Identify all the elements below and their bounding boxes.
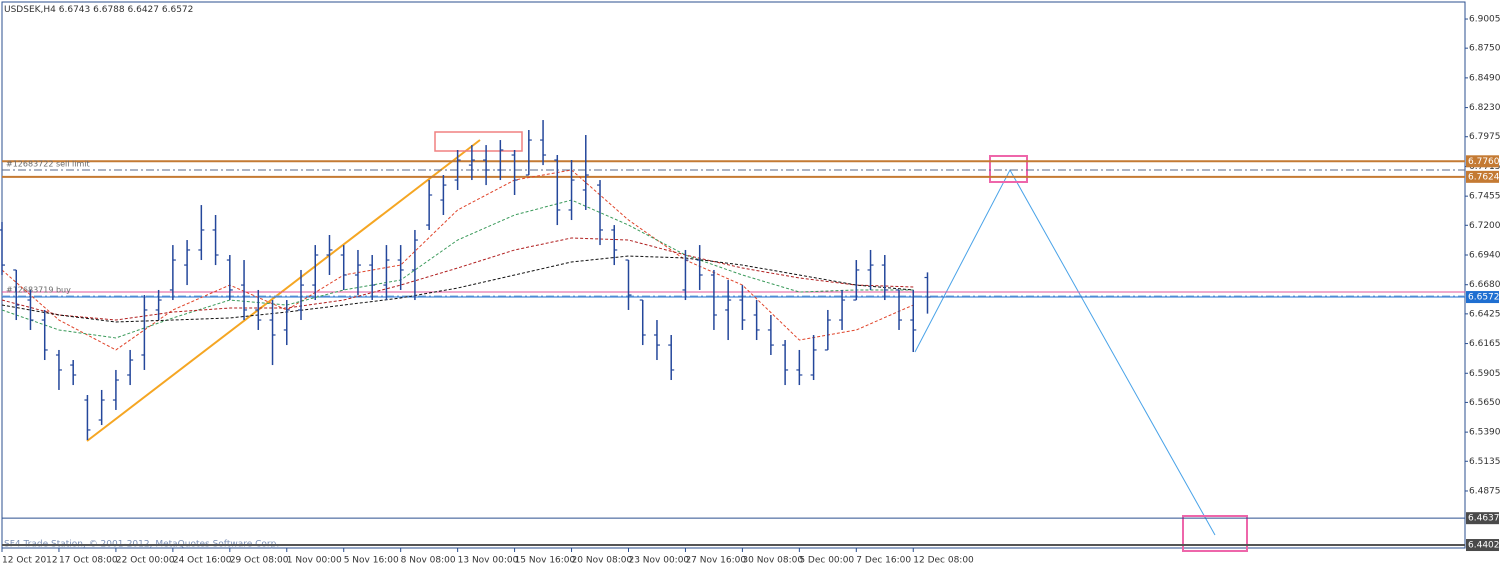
x-tick-label: 22 Oct 00:00 [116, 556, 175, 566]
x-tick-label: 12 Oct 2012 [2, 556, 58, 566]
trend-line [86, 139, 481, 442]
x-tick-label: 5 Nov 16:00 [344, 556, 399, 566]
y-tick-label: 6.8230 [1469, 103, 1500, 113]
price-tag [1466, 291, 1499, 304]
close-price: 6.6572 [162, 5, 194, 15]
x-tick-label: 17 Oct 08:00 [59, 556, 118, 566]
target-box [989, 155, 1028, 183]
y-tick-label: 6.6940 [1469, 251, 1500, 261]
plot-frame [1, 1, 1466, 549]
order-label: #12683719 buy [6, 286, 71, 295]
y-tick-label: 6.8490 [1469, 73, 1500, 83]
y-tick-label: 6.4875 [1469, 486, 1500, 496]
x-tick-label: 1 Nov 00:00 [287, 556, 342, 566]
y-tick-label: 6.6680 [1469, 280, 1500, 290]
moving-average [1, 255, 914, 323]
x-tick-label: 27 Nov 16:00 [685, 556, 746, 566]
price-tag-label: 6.7624 [1468, 172, 1500, 182]
price-tag-label: 6.7760 [1468, 157, 1500, 167]
price-tag-label: 6.6572 [1468, 293, 1500, 303]
chart-header: USDSEK,H4 6.6743 6.6788 6.6427 6.6572 [4, 5, 193, 15]
price-tag [1466, 512, 1499, 525]
high-price: 6.6788 [93, 5, 125, 15]
y-tick-label: 6.7200 [1469, 221, 1500, 231]
x-tick-label: 7 Dec 16:00 [856, 556, 911, 566]
y-tick-label: 6.5390 [1469, 428, 1500, 438]
y-tick-label: 6.6165 [1469, 339, 1500, 349]
x-tick-label: 5 Dec 00:00 [799, 556, 854, 566]
y-tick-label: 6.9005 [1469, 15, 1500, 25]
price-tag-label: 6.4402 [1468, 541, 1500, 551]
low-price: 6.6427 [128, 5, 160, 15]
y-tick-label: 6.5650 [1469, 398, 1500, 408]
price-tag [1466, 155, 1499, 168]
y-tick-label: 6.6425 [1469, 309, 1500, 319]
x-tick-label: 13 Nov 00:00 [458, 556, 519, 566]
open-price: 6.6743 [59, 5, 91, 15]
symbol: USDSEK,H4 [4, 5, 56, 15]
moving-average [1, 169, 914, 351]
highlight-box [434, 131, 523, 152]
x-tick-label: 20 Nov 08:00 [572, 556, 633, 566]
price-tag [1466, 539, 1499, 552]
y-tick-label: 6.5135 [1469, 457, 1500, 467]
x-tick-label: 12 Dec 08:00 [913, 556, 974, 566]
target-box [1182, 515, 1248, 552]
price-tag-label: 6.4637 [1468, 514, 1500, 524]
x-tick-label: 23 Nov 00:00 [628, 556, 689, 566]
y-tick-label: 6.8750 [1469, 44, 1500, 54]
y-tick-label: 6.5905 [1469, 369, 1500, 379]
order-label: #12683722 sell limit [6, 159, 90, 168]
y-tick-label: 6.7975 [1469, 132, 1500, 142]
price-tag [1466, 170, 1499, 183]
x-tick-label: 15 Nov 16:00 [515, 556, 576, 566]
x-tick-label: 30 Nov 08:00 [742, 556, 803, 566]
x-tick-label: 29 Oct 08:00 [230, 556, 289, 566]
y-tick-label: 6.7455 [1469, 192, 1500, 202]
x-tick-label: 24 Oct 16:00 [173, 556, 232, 566]
moving-average [1, 199, 914, 339]
x-tick-label: 8 Nov 08:00 [401, 556, 456, 566]
